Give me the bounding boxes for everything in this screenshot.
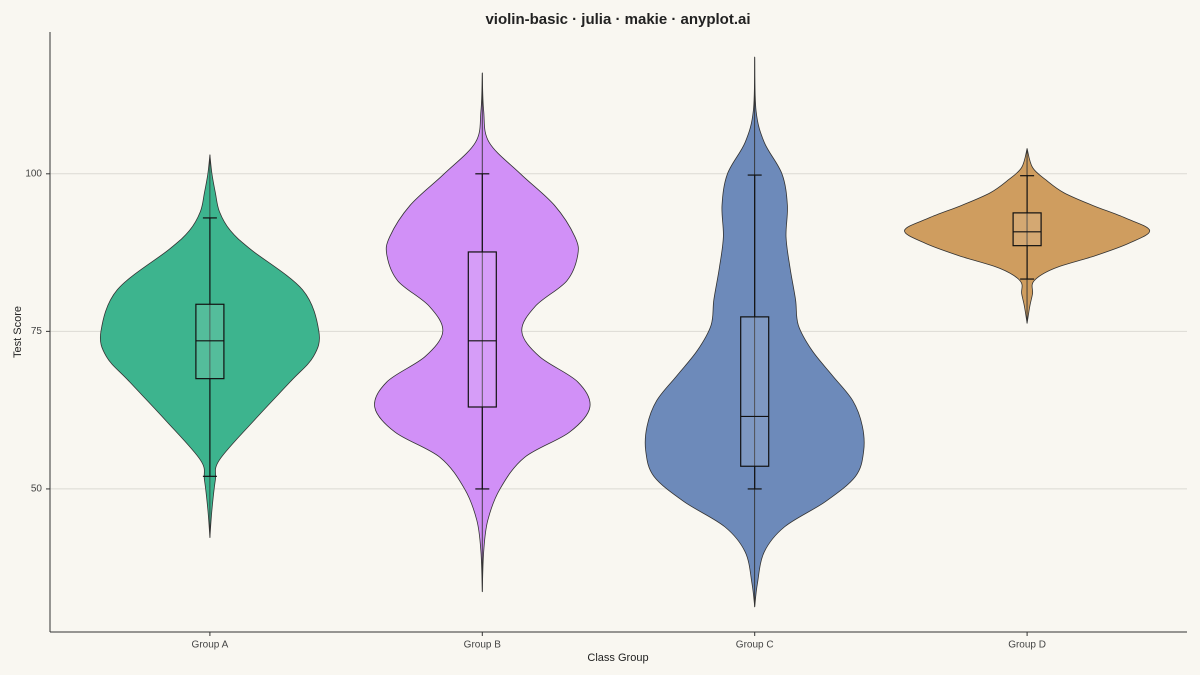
y-tick-label: 100	[25, 168, 42, 179]
violin-half	[1026, 148, 1151, 324]
x-axis-label: Class Group	[587, 652, 648, 664]
box	[467, 251, 497, 408]
violin-half	[99, 154, 211, 538]
box	[740, 316, 770, 467]
x-tick-label: Group D	[1008, 640, 1046, 651]
y-axis-label: Test Score	[12, 306, 24, 358]
y-tick-label: 75	[31, 326, 43, 337]
violin-half	[209, 154, 320, 538]
box	[195, 303, 225, 380]
x-tick-label: Group A	[192, 640, 229, 651]
violin-half	[904, 148, 1028, 324]
box	[1012, 212, 1042, 247]
violin-half	[374, 72, 483, 593]
violin-half	[754, 56, 865, 608]
y-tick-label: 50	[31, 484, 43, 495]
x-tick-label: Group C	[736, 640, 774, 651]
x-tick-label: Group B	[464, 640, 502, 651]
violin-half	[481, 72, 591, 593]
violin-half	[644, 56, 756, 608]
chart-title: violin-basic · julia · makie · anyplot.a…	[485, 11, 750, 28]
